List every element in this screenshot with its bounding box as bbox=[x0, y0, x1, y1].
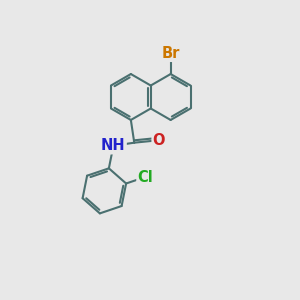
Text: O: O bbox=[153, 133, 165, 148]
Text: NH: NH bbox=[101, 138, 126, 153]
Text: Br: Br bbox=[161, 46, 180, 61]
Text: Cl: Cl bbox=[137, 169, 153, 184]
